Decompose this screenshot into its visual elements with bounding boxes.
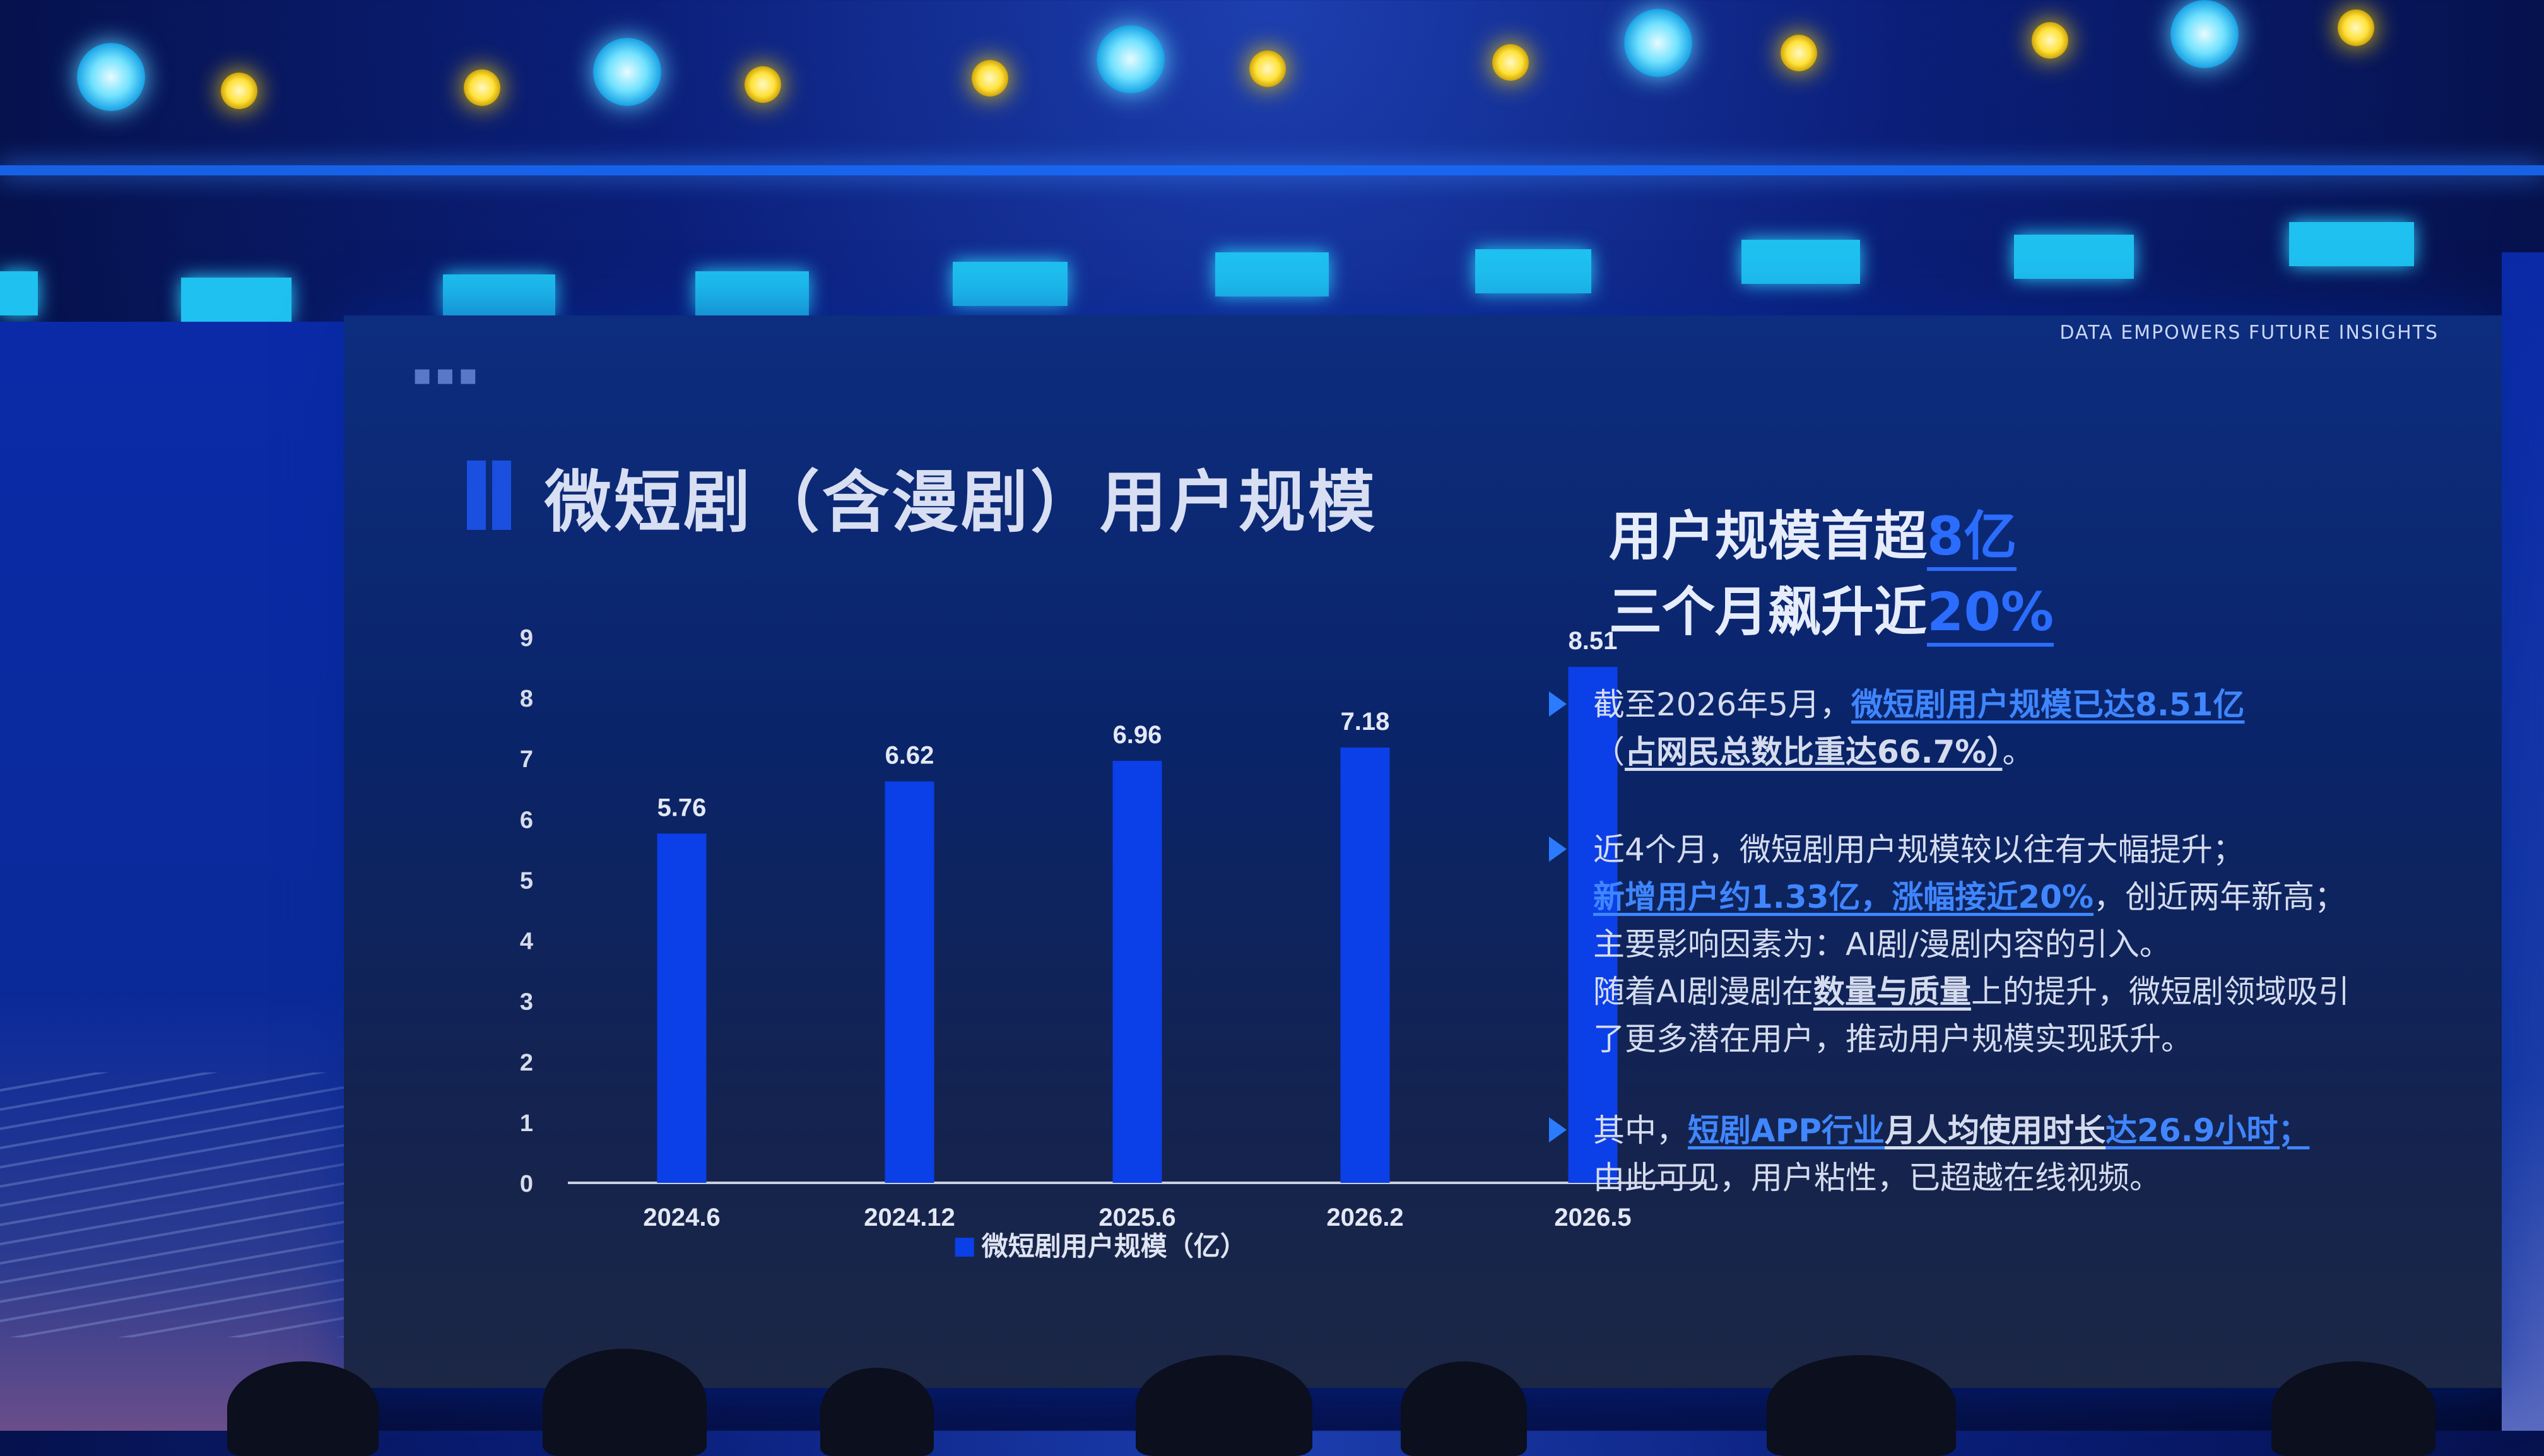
y-tick-label: 7 — [520, 746, 533, 773]
audience-silhouettes — [189, 1337, 2544, 1456]
bullet-3-line-2: 由此可见，用户粘性，已超越在线视频。 — [1593, 1160, 2161, 1196]
bullet-2-line-4a: 随着AI剧漫剧在 — [1593, 973, 1813, 1010]
led-panel — [953, 262, 1068, 306]
x-tick-label: 2026.5 — [1554, 1204, 1631, 1231]
y-tick-label: 6 — [520, 807, 533, 833]
stage-light-streaks — [0, 1072, 353, 1337]
presentation-slide: DATA EMPOWERS FUTURE INSIGHTS ■■■ 微短剧（含漫… — [344, 315, 2502, 1388]
bullet-1-paren: （ — [1593, 734, 1625, 770]
headline-line2-accent: 20% — [1927, 581, 2054, 647]
bar-chart: 0 1 2 3 4 5 6 7 8 9 5.76 2024.6 6.62 2024.12 6.96 2025.… — [520, 625, 1707, 1262]
led-panel — [2014, 235, 2134, 279]
stage-light-icon — [2338, 9, 2374, 46]
y-tick-label: 9 — [520, 625, 533, 652]
title-accent-bars — [467, 461, 517, 530]
bullet-arrow-icon — [1549, 837, 1567, 862]
bar-data-label: 6.62 — [885, 742, 934, 770]
bullet-3-text: 其中， — [1593, 1112, 1688, 1149]
slide-title: 微短剧（含漫剧）用户规模 — [545, 464, 1377, 541]
x-tick-label: 2025.6 — [1098, 1204, 1175, 1231]
bullet-arrow-icon — [1549, 691, 1567, 717]
stage-right-wall — [2502, 252, 2544, 1431]
led-panel — [1475, 249, 1591, 293]
bullet-1-text: 截至2026年5月， — [1593, 686, 1852, 723]
stage-light-icon — [1492, 44, 1529, 81]
stage-light-icon — [593, 38, 661, 106]
headline-line1-accent: 8亿 — [1927, 505, 2017, 571]
bullet-2-line-4b: 上的提升，微短剧领域吸引 — [1970, 973, 2350, 1010]
stage-lighting — [0, 0, 2544, 353]
headline-line1-prefix: 用户规模首超 — [1609, 505, 1928, 567]
stage-light-icon — [745, 66, 781, 103]
bullet-1-underline: 占网民总数比重达66.7%） — [1625, 734, 2003, 770]
led-panel — [443, 274, 555, 319]
slide-tagline: DATA EMPOWERS FUTURE INSIGHTS — [2059, 322, 2439, 344]
bar-data-label: 7.18 — [1341, 708, 1390, 736]
led-panel — [2289, 222, 2414, 266]
bullet-arrow-icon — [1549, 1117, 1567, 1142]
x-tick-label: 2026.2 — [1326, 1204, 1403, 1231]
bullet-3-highlight-1: 短剧APP行业 — [1688, 1112, 1885, 1149]
bar — [1112, 761, 1162, 1183]
stage-light-icon — [1781, 35, 1817, 71]
bar — [1340, 747, 1390, 1183]
bullet-2-line-2-end: ，创近两年新高； — [2094, 879, 2347, 915]
stage-light-icon — [1624, 9, 1692, 77]
bullet-2-underline: 数量与质量 — [1813, 973, 1971, 1010]
led-panel — [1741, 240, 1860, 284]
y-tick-label: 3 — [520, 989, 533, 1016]
bullet-3-highlight-2: 达26.9小时； — [2105, 1112, 2310, 1149]
headline: 用户规模首超8亿 三个月飙升近20% — [1609, 498, 2054, 650]
stage-light-icon — [1097, 25, 1165, 93]
y-tick-label: 2 — [520, 1050, 533, 1076]
legend-swatch — [955, 1238, 974, 1257]
stage-light-icon — [1249, 50, 1286, 87]
x-tick-label: 2024.6 — [643, 1204, 720, 1231]
headline-line2-prefix: 三个月飙升近 — [1609, 581, 1928, 643]
led-panel — [695, 271, 809, 315]
stage-light-icon — [2032, 22, 2068, 59]
bullet-2-highlight: 新增用户约1.33亿，涨幅接近20% — [1593, 879, 2094, 915]
stage-light-icon — [221, 73, 257, 109]
bar — [885, 781, 934, 1183]
stage-light-icon — [972, 60, 1008, 97]
stage-light-icon — [2170, 0, 2239, 68]
bar-data-label: 8.51 — [1569, 627, 1618, 655]
bullet-2-line-1: 近4个月，微短剧用户规模较以往有大幅提升； — [1593, 831, 2244, 868]
bullet-1-highlight: 微短剧用户规模已达8.51亿 — [1851, 686, 2245, 723]
y-tick-label: 0 — [520, 1171, 533, 1197]
led-panel — [1215, 252, 1329, 296]
bar — [1568, 667, 1618, 1183]
y-tick-label: 5 — [520, 867, 533, 894]
bar — [657, 833, 707, 1183]
bar-data-label: 6.96 — [1113, 721, 1162, 749]
lighting-truss — [0, 165, 2544, 175]
legend-label: 微短剧用户规模（亿） — [981, 1231, 1247, 1262]
bullet-2-line-5: 了更多潜在用户，推动用户规模实现跃升。 — [1593, 1021, 2193, 1057]
led-panel — [181, 278, 292, 322]
bar-data-label: 5.76 — [657, 794, 707, 821]
slide-dots-decoration: ■■■ — [413, 365, 483, 387]
bullet-1-end: 。 — [2002, 734, 2034, 770]
stage-light-icon — [464, 69, 500, 106]
stage-light-icon — [77, 43, 145, 111]
y-tick-label: 1 — [520, 1110, 533, 1137]
y-tick-label: 4 — [520, 929, 533, 955]
stage-left-wall — [0, 322, 356, 1431]
bullet-2-line-3: 主要影响因素为：AI剧/漫剧内容的引入。 — [1593, 926, 2171, 963]
led-panel — [0, 271, 38, 315]
bullet-3-underline: 月人均使用时长 — [1885, 1112, 2105, 1149]
x-tick-label: 2024.12 — [864, 1204, 955, 1231]
y-tick-label: 8 — [520, 686, 533, 712]
